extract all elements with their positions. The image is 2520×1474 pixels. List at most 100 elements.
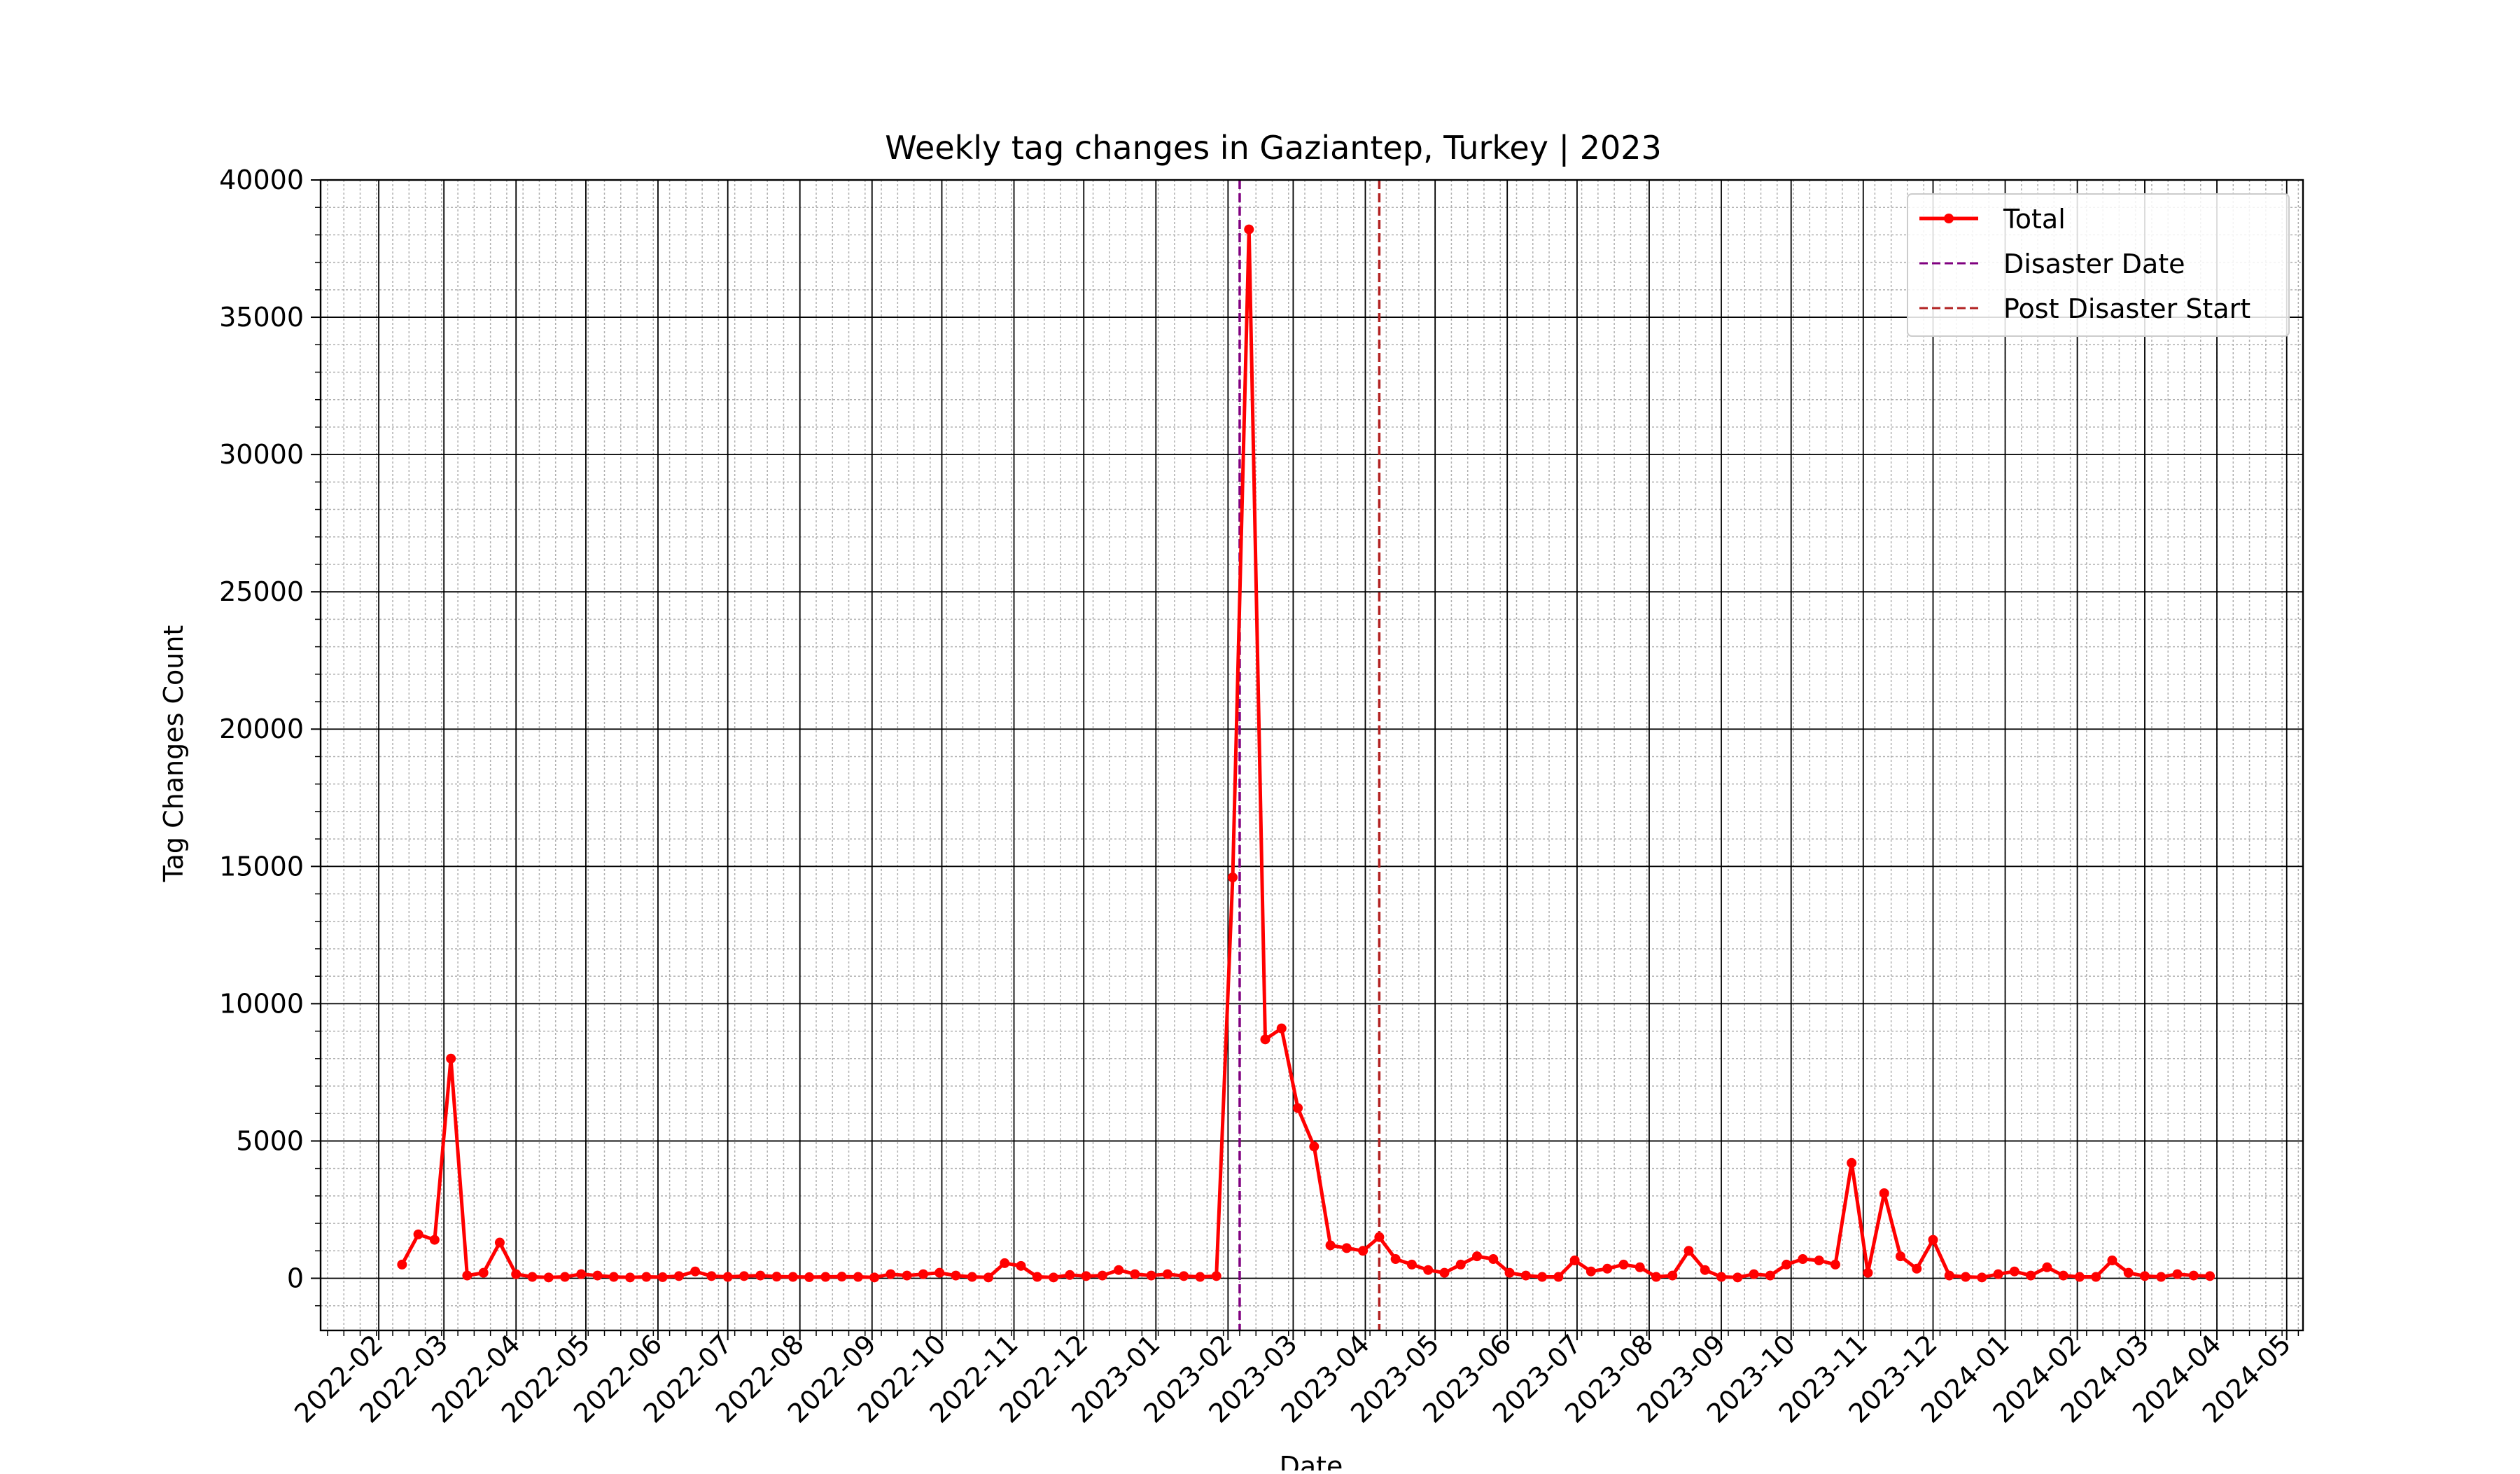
data-point (2188, 1270, 2199, 1281)
data-point (511, 1269, 522, 1279)
data-point (1504, 1267, 1515, 1278)
data-point (397, 1259, 407, 1270)
legend-total-label: Total (2003, 204, 2066, 235)
data-point (755, 1270, 766, 1281)
data-point (1928, 1235, 1938, 1245)
data-point (1879, 1188, 1889, 1198)
data-point (1179, 1271, 1189, 1281)
data-point (1537, 1272, 1548, 1282)
data-point (592, 1270, 603, 1281)
chart-title: Weekly tag changes in Gaziantep, Turkey … (885, 129, 1662, 167)
data-point (1065, 1270, 1075, 1280)
data-point (690, 1266, 701, 1277)
y-tick-label: 40000 (219, 165, 304, 195)
data-point (1081, 1271, 1091, 1281)
data-point (1374, 1232, 1385, 1242)
legend-disaster-label: Disaster Date (2003, 249, 2185, 279)
data-point (1016, 1260, 1026, 1271)
major-grid (321, 179, 2303, 1330)
data-point (2107, 1256, 2118, 1266)
data-point (1260, 1034, 1270, 1045)
data-point (1358, 1246, 1368, 1256)
data-point (1341, 1243, 1352, 1253)
data-point (1830, 1259, 1840, 1270)
data-point (1455, 1259, 1466, 1270)
y-tick-label: 5000 (236, 1125, 304, 1156)
data-point (543, 1272, 554, 1283)
data-point (641, 1272, 652, 1282)
data-point (1488, 1254, 1499, 1265)
data-point (1863, 1267, 1873, 1278)
data-point (494, 1237, 505, 1248)
data-point (429, 1235, 440, 1245)
data-point (1944, 1270, 1954, 1281)
y-tick-label: 20000 (219, 714, 304, 744)
data-point (1146, 1270, 1156, 1281)
data-point (853, 1272, 863, 1282)
data-point (478, 1267, 489, 1278)
data-point (1406, 1259, 1417, 1270)
data-point (1961, 1272, 1971, 1282)
data-point (918, 1269, 928, 1279)
data-point (1195, 1272, 1205, 1282)
data-point (1798, 1254, 1808, 1265)
data-point (1114, 1265, 1124, 1275)
data-point (1895, 1251, 1905, 1262)
data-point (2205, 1271, 2216, 1281)
data-point (2009, 1266, 2019, 1277)
data-point (1993, 1269, 2003, 1279)
y-tick-label: 35000 (219, 302, 304, 333)
data-point (1782, 1259, 1792, 1270)
data-point (1586, 1266, 1596, 1277)
data-point (1439, 1267, 1450, 1278)
legend-total-marker (1944, 214, 1954, 223)
data-point (2042, 1262, 2052, 1272)
series-total-line (400, 228, 2211, 1279)
data-point (836, 1272, 847, 1282)
data-point (2139, 1271, 2150, 1281)
data-point (869, 1272, 880, 1283)
data-point (1227, 872, 1238, 882)
data-point (1716, 1272, 1727, 1282)
data-point (446, 1053, 456, 1064)
data-point (1569, 1256, 1580, 1266)
data-point (576, 1269, 587, 1279)
data-point (1520, 1270, 1531, 1281)
legend: Total Disaster Date Post Disaster Start (1907, 193, 2290, 337)
data-point (1244, 224, 1254, 235)
y-tick-label: 25000 (219, 576, 304, 607)
data-point (413, 1229, 424, 1239)
data-point (1325, 1240, 1336, 1251)
data-point (462, 1270, 472, 1281)
data-point (706, 1271, 717, 1281)
data-point (2156, 1272, 2166, 1282)
data-point (1293, 1103, 1303, 1113)
data-point (1912, 1263, 1922, 1274)
data-point (2058, 1270, 2068, 1281)
data-point (951, 1270, 961, 1281)
data-point (1618, 1259, 1629, 1270)
data-point (738, 1271, 749, 1281)
data-point (2074, 1272, 2085, 1282)
data-point (1847, 1157, 1857, 1168)
y-tick-label: 15000 (219, 851, 304, 882)
data-point (1684, 1246, 1694, 1256)
data-point (1097, 1270, 1107, 1281)
data-point (1553, 1272, 1564, 1282)
data-point (771, 1272, 782, 1282)
data-point (560, 1272, 570, 1282)
data-point (788, 1272, 798, 1282)
data-point (1651, 1272, 1661, 1282)
data-point (1211, 1271, 1222, 1281)
data-point (608, 1272, 619, 1282)
axis-ticks (311, 179, 2300, 1340)
data-point (527, 1272, 538, 1282)
data-point (2026, 1270, 2036, 1281)
data-point (625, 1272, 636, 1283)
data-point (983, 1272, 993, 1283)
data-point (1977, 1272, 1987, 1283)
y-tick-label: 10000 (219, 988, 304, 1019)
tick-labels: 2022-022022-032022-042022-052022-062022-… (219, 165, 2297, 1429)
